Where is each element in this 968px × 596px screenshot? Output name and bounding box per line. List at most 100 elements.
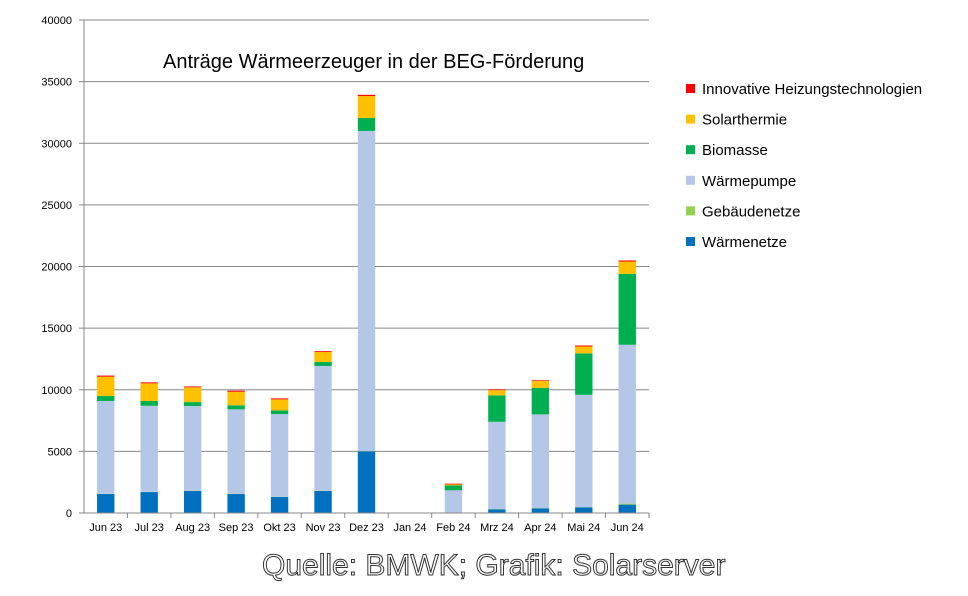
y-tick-label: 20000 [41, 262, 72, 274]
bars [97, 94, 636, 513]
bar-segment-innovative-heizungstechnologien [488, 389, 506, 391]
bar-segment-innovative-heizungstechnologien [357, 94, 376, 97]
bar-segment-wärmenetze [618, 504, 636, 513]
bar-segment-wärmepumpe [531, 414, 550, 509]
bar-segment-innovative-heizungstechnologien [618, 260, 636, 262]
bar-segment-wärmepumpe [314, 365, 332, 491]
bar-segment-wärmenetze [270, 496, 289, 513]
bar-segment-solarthermie [444, 484, 463, 486]
bar-segment-innovative-heizungstechnologien [531, 380, 550, 381]
x-tick-label: Feb 24 [436, 522, 470, 534]
bar-segment-wärmenetze [314, 490, 332, 513]
bar-segment-wärmepumpe [488, 421, 506, 510]
bar-segment-wärmepumpe [618, 344, 636, 504]
x-tick-label: Dez 23 [349, 522, 384, 534]
x-tick-label: Jun 23 [89, 522, 122, 534]
bar-segment-wärmenetze [227, 494, 245, 513]
bar-segment-biomasse [618, 273, 636, 345]
legend-item: Gebäudenetze [686, 203, 800, 220]
bar-segment-wärmenetze [531, 508, 550, 513]
legend-label: Gebäudenetze [702, 203, 800, 220]
bar-segment-biomasse [531, 387, 550, 415]
bar-segment-wärmepumpe [575, 394, 593, 508]
legend-item: Innovative Heizungstechnologien [686, 81, 922, 98]
bar-segment-solarthermie [140, 383, 158, 401]
bar-segment-biomasse [270, 410, 289, 415]
bar-segment-wärmenetze [140, 492, 158, 513]
bar-segment-wärmenetze [575, 507, 593, 513]
legend-item: Wärmenetze [686, 234, 787, 251]
bar-segment-biomasse [97, 396, 115, 401]
legend-item: Wärmepumpe [686, 173, 796, 190]
y-tick-label: 35000 [41, 77, 72, 89]
bar-segment-solarthermie [357, 96, 376, 118]
bar-segment-wärmepumpe [183, 406, 202, 491]
legend-item: Solarthermie [686, 112, 787, 129]
x-tick-label: Jul 23 [135, 522, 164, 534]
bar-segment-solarthermie [575, 346, 593, 354]
bar-segment-innovative-heizungstechnologien [97, 375, 115, 377]
x-tick-label: Okt 23 [263, 522, 295, 534]
y-tick-label: 40000 [41, 15, 72, 27]
x-tick-label: Aug 23 [175, 522, 210, 534]
y-tick-label: 25000 [41, 200, 72, 212]
bar-segment-biomasse [314, 362, 332, 366]
bar-segment-innovative-heizungstechnologien [270, 398, 289, 400]
bar-segment-innovative-heizungstechnologien [444, 483, 463, 485]
bar-segment-biomasse [227, 405, 245, 410]
legend-swatch [686, 84, 695, 93]
bar-segment-innovative-heizungstechnologien [314, 351, 332, 353]
legend-label: Solarthermie [702, 112, 787, 129]
bar-segment-wärmenetze [183, 490, 202, 513]
chart-title: Anträge Wärmeerzeuger in der BEG-Förderu… [163, 51, 584, 73]
bar-segment-biomasse [444, 485, 463, 491]
bar-segment-gebäudenetze [618, 503, 636, 505]
x-tick-label: Sep 23 [219, 522, 254, 534]
bar-segment-wärmepumpe [227, 409, 245, 494]
x-tick-label: Jan 24 [393, 522, 426, 534]
bar-segment-solarthermie [618, 261, 636, 274]
bar-segment-solarthermie [183, 387, 202, 403]
x-tick-label: Nov 23 [306, 522, 341, 534]
bar-segment-innovative-heizungstechnologien [140, 382, 158, 384]
legend-label: Biomasse [702, 142, 768, 159]
bar-segment-solarthermie [227, 391, 245, 406]
bar-segment-solarthermie [97, 376, 115, 397]
legend-swatch [686, 237, 695, 246]
bar-segment-innovative-heizungstechnologien [183, 386, 202, 388]
bar-segment-wärmenetze [488, 509, 506, 513]
bar-segment-innovative-heizungstechnologien [227, 390, 245, 392]
x-axis: Jun 23 Jul 23 Aug 23 Sep 23 Okt 23 Nov 23 Dez … [84, 512, 650, 534]
bar-segment-solarthermie [270, 399, 289, 411]
bar-segment-biomasse [183, 402, 202, 407]
bar-segment-wärmepumpe [357, 130, 376, 452]
bar-segment-wärmepumpe [140, 405, 158, 492]
legend-label: Innovative Heizungstechnologien [702, 81, 922, 98]
x-tick-label: Apr 24 [524, 522, 556, 534]
bar-segment-solarthermie [314, 352, 332, 363]
bar-segment-solarthermie [531, 380, 550, 388]
watermark: Quelle: BMWK; Grafik: Solarserver [262, 549, 725, 582]
bar-segment-biomasse [575, 353, 593, 395]
y-tick-label: 0 [66, 508, 72, 520]
x-tick-label: Jun 24 [611, 522, 644, 534]
bar-segment-biomasse [357, 117, 376, 131]
legend: Innovative Heizungstechnologien Solarther… [686, 81, 922, 251]
bar-segment-wärmepumpe [97, 400, 115, 494]
legend-item: Biomasse [686, 142, 768, 159]
y-tick-label: 15000 [41, 323, 72, 335]
legend-swatch [686, 175, 695, 185]
y-axis-ticks: 0 5000 10000 15000 20000 25000 30000 35000 40000 [41, 15, 85, 520]
x-tick-label: Mrz 24 [480, 522, 514, 534]
bar-segment-wärmepumpe [444, 490, 463, 513]
bar-segment-biomasse [488, 395, 506, 422]
bar-segment-innovative-heizungstechnologien [575, 345, 593, 347]
y-tick-label: 5000 [48, 446, 72, 458]
legend-swatch [686, 114, 695, 124]
y-tick-label: 30000 [41, 138, 72, 150]
legend-swatch [686, 145, 695, 155]
y-tick-label: 10000 [41, 385, 72, 397]
bar-segment-wärmepumpe [270, 414, 289, 497]
bar-segment-wärmenetze [97, 494, 115, 513]
